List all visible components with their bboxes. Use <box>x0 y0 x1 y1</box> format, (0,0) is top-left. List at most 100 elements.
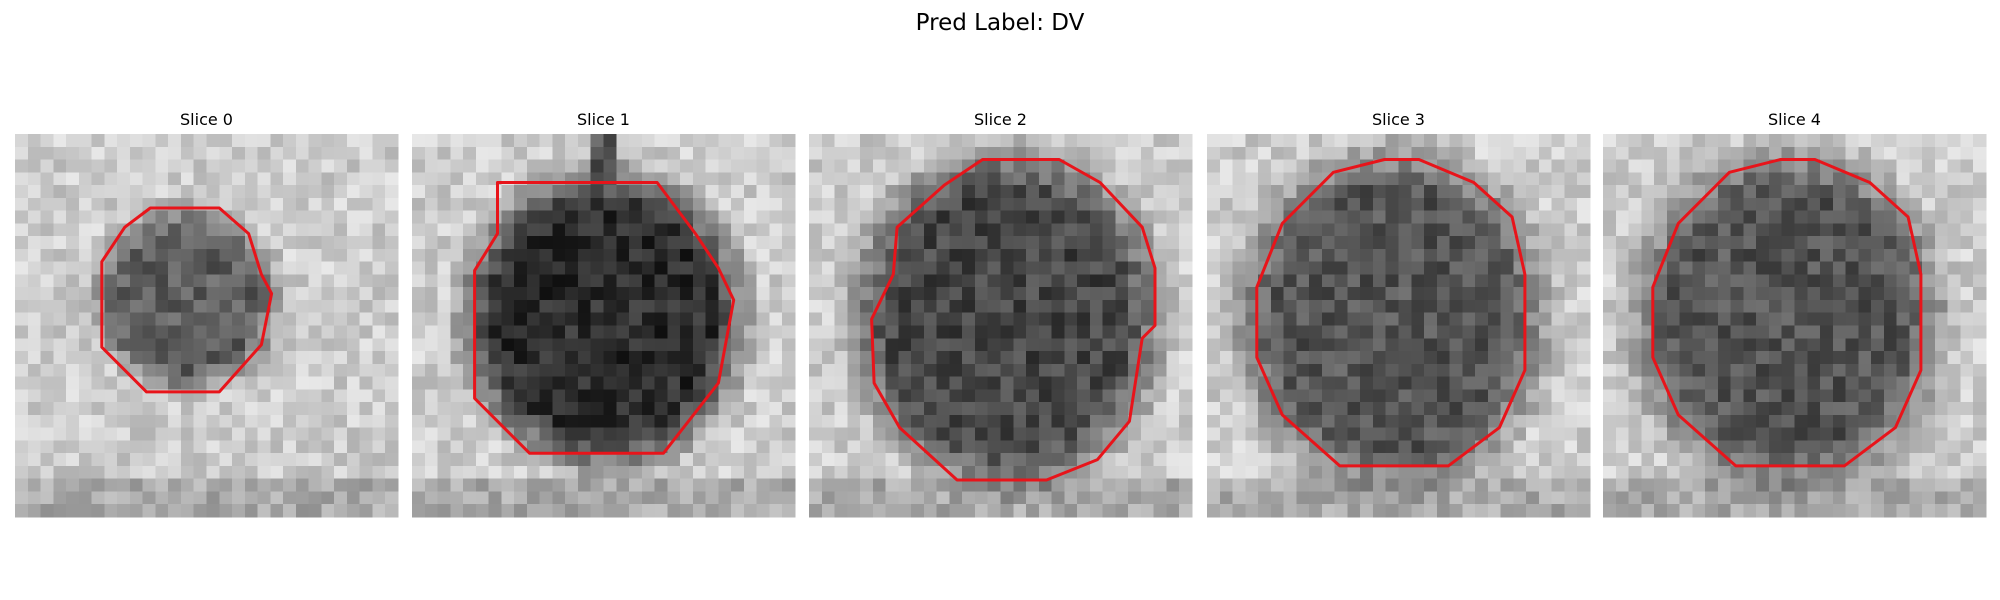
pixel <box>1526 299 1540 314</box>
pixel <box>53 299 67 314</box>
pixel <box>1398 146 1412 161</box>
pixel <box>1654 402 1668 416</box>
pixel <box>1551 338 1566 352</box>
pixel <box>821 197 836 212</box>
pixel <box>1768 172 1783 186</box>
pixel <box>1102 338 1116 352</box>
pixel <box>552 478 566 493</box>
pixel <box>424 223 439 237</box>
pixel <box>1526 376 1540 390</box>
pixel <box>193 338 208 352</box>
pixel <box>334 197 348 212</box>
pixel <box>412 236 426 250</box>
pixel <box>1717 453 1732 467</box>
pixel <box>412 223 426 237</box>
pixel <box>1947 389 1962 403</box>
pixel <box>15 236 29 250</box>
pixel <box>501 478 515 493</box>
pixel <box>705 325 719 339</box>
pixel <box>680 236 694 250</box>
pixel <box>705 491 719 505</box>
pixel <box>923 465 938 480</box>
pixel <box>1487 261 1502 276</box>
pixel <box>359 274 374 288</box>
pixel <box>692 325 707 339</box>
pixel <box>1077 491 1091 505</box>
pixel <box>1283 453 1297 467</box>
pixel <box>565 465 579 480</box>
pixel <box>962 134 976 148</box>
pixel <box>1089 210 1104 224</box>
pixel <box>1140 376 1155 390</box>
pixel <box>1115 402 1129 416</box>
pixel <box>962 465 976 480</box>
pixel <box>1487 504 1502 518</box>
pixel <box>949 427 963 441</box>
pixel <box>1309 338 1323 352</box>
pixel <box>412 159 426 173</box>
pixel <box>1883 197 1898 212</box>
pixel <box>1922 223 1936 237</box>
pixel <box>885 325 899 339</box>
pixel <box>308 261 322 276</box>
pixel <box>860 185 874 199</box>
pixel <box>463 197 477 212</box>
pixel <box>424 338 439 352</box>
pixel <box>1207 146 1221 161</box>
pixel <box>1730 287 1745 301</box>
pixel <box>667 338 681 352</box>
pixel <box>155 427 169 441</box>
pixel <box>1347 325 1361 339</box>
pixel <box>1360 453 1374 467</box>
pixel <box>1385 261 1400 276</box>
pixel <box>1666 453 1681 467</box>
pixel <box>936 504 951 518</box>
pixel <box>53 274 67 288</box>
pixel <box>78 159 93 173</box>
pixel <box>1577 223 1591 237</box>
pixel <box>450 465 464 480</box>
pixel <box>1603 210 1617 224</box>
pixel <box>359 440 374 454</box>
pixel <box>1577 261 1591 276</box>
pixel <box>437 159 451 173</box>
pixel <box>1321 287 1336 301</box>
pixel <box>1309 146 1323 161</box>
pixel <box>1628 312 1642 327</box>
pixel <box>911 134 925 148</box>
pixel <box>1832 478 1847 493</box>
pixel <box>450 274 464 288</box>
pixel <box>346 453 361 467</box>
pixel <box>206 261 220 276</box>
pixel <box>385 223 399 237</box>
pixel <box>232 402 246 416</box>
pixel <box>53 134 67 148</box>
pixel <box>821 248 836 263</box>
pixel <box>1115 478 1129 493</box>
pixel <box>91 491 105 505</box>
pixel <box>488 440 502 454</box>
pixel <box>860 427 874 441</box>
pixel <box>1449 325 1463 339</box>
pixel <box>1705 338 1719 352</box>
pixel <box>1538 236 1553 250</box>
pixel <box>450 389 464 403</box>
pixel <box>475 491 490 505</box>
pixel <box>142 185 157 199</box>
pixel <box>1922 197 1936 212</box>
pixel <box>78 312 93 327</box>
pixel <box>463 299 477 314</box>
pixel <box>1794 159 1808 173</box>
pixel <box>142 338 157 352</box>
pixel <box>743 402 758 416</box>
pixel <box>117 478 131 493</box>
pixel <box>705 465 719 480</box>
pixel <box>1973 465 1987 480</box>
pixel <box>1500 287 1514 301</box>
pixel <box>1115 210 1129 224</box>
pixel <box>1832 134 1847 148</box>
pixel <box>629 325 643 339</box>
pixel <box>1153 504 1168 518</box>
pixel <box>1411 453 1425 467</box>
pixel <box>463 440 477 454</box>
